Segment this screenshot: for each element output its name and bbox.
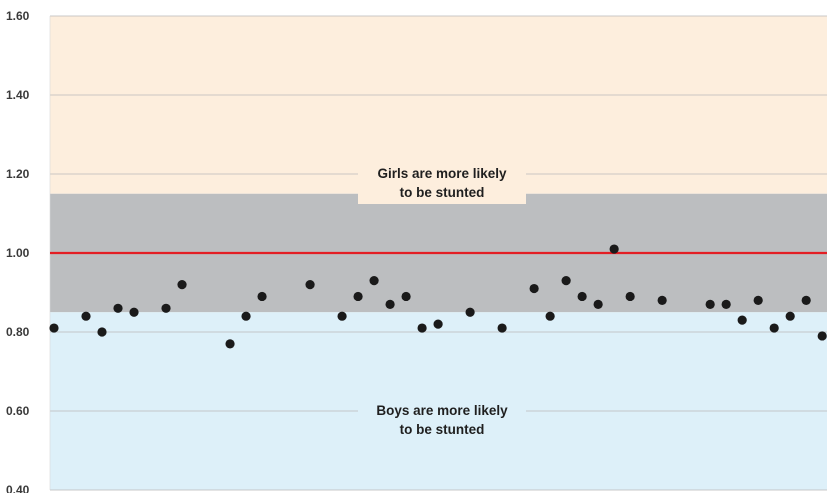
data-point: [129, 307, 139, 317]
data-point: [609, 244, 619, 254]
y-tick-label: 1.20: [6, 167, 30, 181]
y-tick-label: 0.80: [6, 325, 30, 339]
y-axis-tick-labels: 0.40 0.60 0.80 1.00 1.20 1.40 1.60: [6, 9, 30, 493]
data-point: [177, 280, 187, 290]
y-tick-label: 1.60: [6, 9, 30, 23]
data-point: [369, 276, 379, 286]
y-tick-label: 0.60: [6, 404, 30, 418]
data-point: [497, 323, 507, 333]
data-point: [753, 295, 763, 305]
data-point: [161, 303, 171, 313]
data-point: [737, 315, 747, 325]
data-point: [705, 299, 715, 309]
data-point: [561, 276, 571, 286]
data-point: [801, 295, 811, 305]
data-point: [817, 331, 827, 341]
annotation-girls: Girls are more likely to be stunted: [358, 164, 526, 204]
data-point: [241, 311, 251, 321]
annotation-line: Boys are more likely: [376, 403, 508, 418]
data-point: [785, 311, 795, 321]
annotation-line: Girls are more likely: [377, 166, 507, 181]
y-tick-label: 1.00: [6, 246, 30, 260]
data-point: [465, 307, 475, 317]
data-point: [625, 291, 635, 302]
data-point: [337, 311, 347, 321]
data-point: [769, 323, 779, 333]
y-tick-label: 1.40: [6, 88, 30, 102]
data-point: [657, 295, 667, 305]
data-point: [97, 327, 107, 337]
data-point: [225, 339, 235, 349]
annotation-line: to be stunted: [400, 185, 485, 200]
data-point: [529, 283, 539, 294]
annotation-background: [358, 164, 526, 204]
annotation-background: [358, 401, 526, 441]
annotation-line: to be stunted: [400, 422, 485, 437]
data-points: [49, 244, 827, 349]
data-point: [721, 299, 731, 309]
y-tick-label: 0.40: [6, 483, 30, 493]
data-point: [545, 311, 555, 321]
data-point: [577, 291, 587, 302]
data-point: [385, 299, 395, 309]
data-point: [401, 291, 411, 302]
data-point: [257, 291, 267, 302]
data-point: [113, 303, 123, 313]
data-point: [305, 280, 315, 290]
data-point: [417, 323, 427, 333]
data-point: [49, 323, 59, 333]
data-point: [353, 291, 363, 302]
data-point: [81, 311, 91, 321]
annotation-boys: Boys are more likely to be stunted: [358, 401, 526, 441]
data-point: [433, 319, 443, 329]
data-point: [593, 299, 603, 309]
